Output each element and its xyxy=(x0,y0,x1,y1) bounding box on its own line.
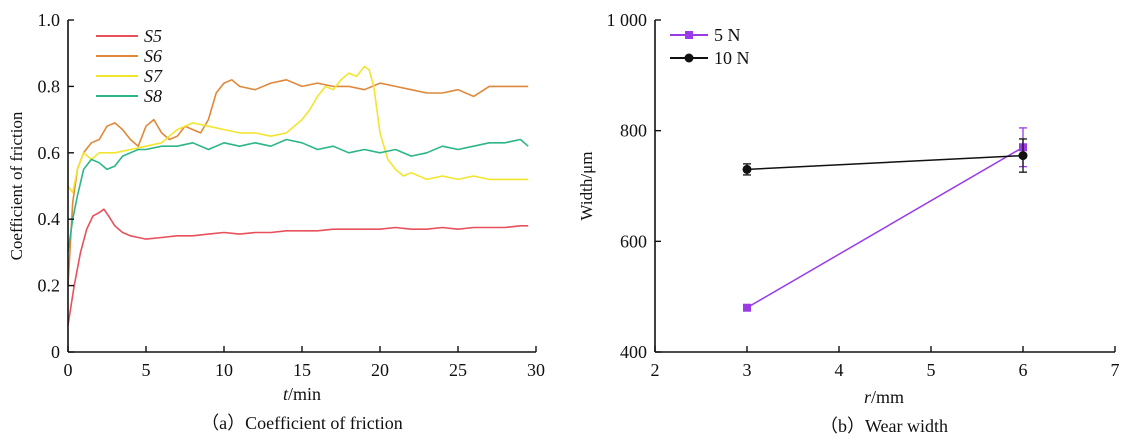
x-tick-label: 0 xyxy=(64,360,73,380)
x-tick-label: 15 xyxy=(293,360,311,380)
x-axis-var-a: t xyxy=(283,384,289,404)
chart-wear-width: 2 3 4 5 6 7 400 600 800 1 000 5 N 10 N Width/μm r/… xyxy=(577,10,1120,436)
x-tick-label: 30 xyxy=(527,360,545,380)
y-tick-label: 0.8 xyxy=(38,76,61,96)
x-axis-label-b: r/mm xyxy=(864,387,904,407)
x-axis-label-a: t/min xyxy=(283,384,321,404)
legend-label: 10 N xyxy=(714,48,750,68)
y-tick-label: 400 xyxy=(620,342,647,362)
x-tick-label: 25 xyxy=(449,360,467,380)
y-axis-label-a: Coefficient of friction xyxy=(7,111,26,260)
y-tick-label: 600 xyxy=(620,231,647,251)
x-tick-label: 4 xyxy=(835,360,844,380)
series-line-10n xyxy=(746,154,1024,171)
legend-label: S7 xyxy=(144,66,163,86)
x-axis-unit-a: /min xyxy=(288,384,321,404)
x-tick-label: 3 xyxy=(743,360,752,380)
y-tick-label: 0 xyxy=(51,342,60,362)
x-tick-label: 2 xyxy=(651,360,660,380)
x-tick-label: 10 xyxy=(215,360,233,380)
legend-label: S5 xyxy=(144,26,162,46)
legend-marker xyxy=(685,31,693,39)
y-tick-label: 0.2 xyxy=(38,276,61,296)
series-line-5n xyxy=(746,146,1024,309)
series-line-s5 xyxy=(67,208,529,326)
y-tick-label: 1.0 xyxy=(38,10,61,30)
y-tick-label: 1 000 xyxy=(607,10,648,30)
caption-b: （b）Wear width xyxy=(820,416,948,436)
x-tick-label: 5 xyxy=(927,360,936,380)
series-line-s8 xyxy=(67,138,529,253)
x-tick-label: 20 xyxy=(371,360,389,380)
legend-label: S6 xyxy=(144,46,162,66)
series-line-s7 xyxy=(67,65,529,194)
data-point xyxy=(1018,151,1028,161)
legend-marker xyxy=(684,53,694,63)
ticks-b: 2 3 4 5 6 7 400 600 800 1 000 xyxy=(607,10,1120,380)
wear-series xyxy=(742,127,1028,312)
y-tick-label: 0.6 xyxy=(38,143,61,163)
data-point xyxy=(742,164,752,174)
y-tick-label: 800 xyxy=(620,121,647,141)
x-axis-unit-b: /mm xyxy=(871,387,904,407)
legend-label: 5 N xyxy=(714,25,741,45)
caption-a: （a）Coefficient of friction xyxy=(201,413,403,433)
x-axis-var-b: r xyxy=(864,387,872,407)
y-axis-label-b: Width/μm xyxy=(577,152,596,221)
data-point xyxy=(743,303,751,312)
ticks-a: 0 5 10 15 20 25 30 0 0.2 0.4 0.6 0.8 1.0 xyxy=(38,10,546,380)
friction-series-lines xyxy=(67,65,529,326)
x-tick-label: 7 xyxy=(1111,360,1120,380)
y-tick-label: 0.4 xyxy=(38,209,61,229)
series-line-s6 xyxy=(67,79,529,286)
x-tick-label: 6 xyxy=(1019,360,1028,380)
legend-label: S8 xyxy=(144,86,162,106)
legend-b: 5 N 10 N xyxy=(670,25,750,68)
x-tick-label: 5 xyxy=(142,360,151,380)
